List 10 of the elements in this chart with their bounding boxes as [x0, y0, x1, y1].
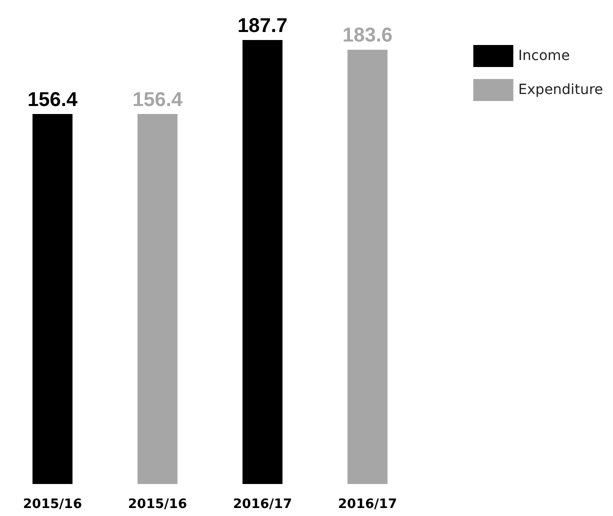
legend-label: Expenditure — [518, 82, 604, 98]
legend-label: Income — [518, 48, 570, 64]
x-tick-label: 2015/16 — [128, 497, 188, 512]
data-label: 187.7 — [237, 15, 288, 37]
x-tick-label: 2015/16 — [22, 497, 82, 512]
data-label: 183.6 — [342, 24, 393, 47]
data-label: 156.4 — [27, 89, 78, 112]
data-label: 156.4 — [132, 89, 184, 112]
x-tick-label: 2016/17 — [232, 497, 292, 512]
x-tick-label: 2016/17 — [338, 497, 398, 512]
